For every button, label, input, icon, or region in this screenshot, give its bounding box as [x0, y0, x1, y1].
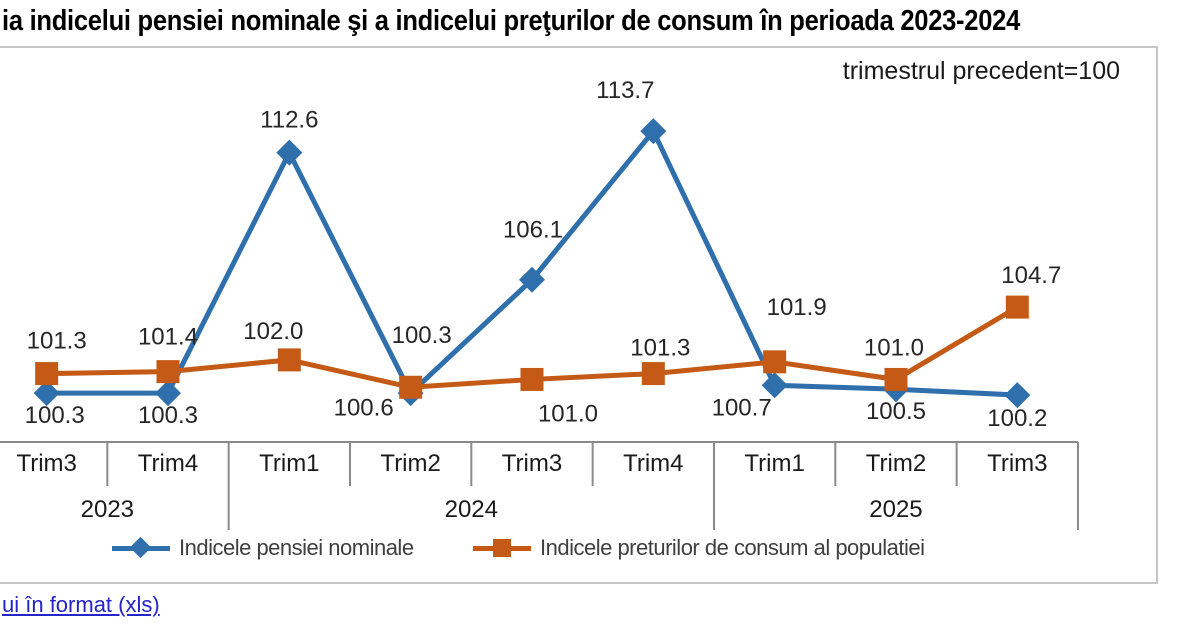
legend-label: Indicele pensiei nominale: [179, 535, 414, 560]
data-value-label: 100.3: [25, 402, 85, 429]
diamond-marker: [33, 380, 60, 407]
square-marker: [277, 348, 301, 372]
axis-quarter-label: Trim1: [744, 450, 805, 477]
data-value-label: 100.3: [138, 402, 198, 429]
data-value-label: 101.3: [630, 335, 690, 362]
axis-quarter-label: Trim3: [987, 450, 1048, 477]
data-value-label: 112.6: [260, 107, 318, 134]
chart-note: trimestrul precedent=100: [842, 57, 1120, 85]
axis-quarter-label: Trim1: [259, 450, 320, 477]
square-marker: [399, 375, 423, 399]
data-value-label: 100.3: [392, 322, 452, 349]
axis-quarter-label: Trim2: [865, 450, 927, 477]
diamond-marker: [1004, 382, 1031, 409]
diamond-marker: [154, 380, 181, 407]
data-value-label: 100.6: [334, 394, 394, 421]
diamond-marker: [276, 139, 303, 166]
axis-quarter-label: Trim2: [380, 450, 441, 477]
square-marker: [641, 362, 665, 386]
axis-year-label: 2024: [444, 496, 498, 523]
square-marker: [763, 350, 787, 374]
axis-quarter-label: Trim4: [137, 450, 199, 477]
data-value-label: 101.4: [138, 324, 198, 351]
axis-quarter-label: Trim3: [501, 450, 563, 477]
data-value-label: 100.5: [866, 398, 926, 425]
diamond-marker: [640, 118, 667, 145]
legend-line-square-icon: [473, 536, 531, 560]
chart-frame: [0, 46, 1158, 584]
data-value-label: 102.0: [243, 318, 303, 345]
data-value-label: 100.7: [712, 394, 772, 421]
data-value-label: 113.7: [596, 77, 654, 104]
data-value-label: 100.2: [987, 405, 1047, 432]
square-marker: [884, 367, 908, 391]
data-value-label: 104.7: [1001, 262, 1061, 289]
diamond-marker: [761, 372, 788, 399]
data-value-label: 106.1: [503, 217, 563, 244]
legend-item: Indicele preturilor de consum al populat…: [473, 534, 925, 562]
download-xls-link[interactable]: ui în format (xls): [2, 592, 160, 617]
data-value-label: 101.9: [767, 294, 827, 321]
legend-line-diamond-icon: [112, 536, 170, 560]
data-value-label: 101.3: [27, 328, 87, 355]
axis-year-label: 2023: [80, 496, 135, 523]
data-value-label: 101.0: [864, 334, 924, 361]
square-marker: [156, 360, 180, 384]
chart-title: ia indicelui pensiei nominale şi a indic…: [2, 5, 1021, 37]
axis-year-label: 2025: [869, 496, 923, 523]
square-marker: [1005, 295, 1029, 319]
data-value-label: 101.0: [538, 400, 598, 427]
square-marker: [520, 367, 544, 391]
legend-item: Indicele pensiei nominale: [112, 534, 414, 562]
diamond-marker: [518, 266, 545, 293]
axis-quarter-label: Trim3: [16, 450, 77, 477]
legend-label: Indicele preturilor de consum al populat…: [540, 535, 925, 560]
square-marker: [35, 362, 59, 386]
axis-quarter-label: Trim4: [623, 450, 684, 477]
